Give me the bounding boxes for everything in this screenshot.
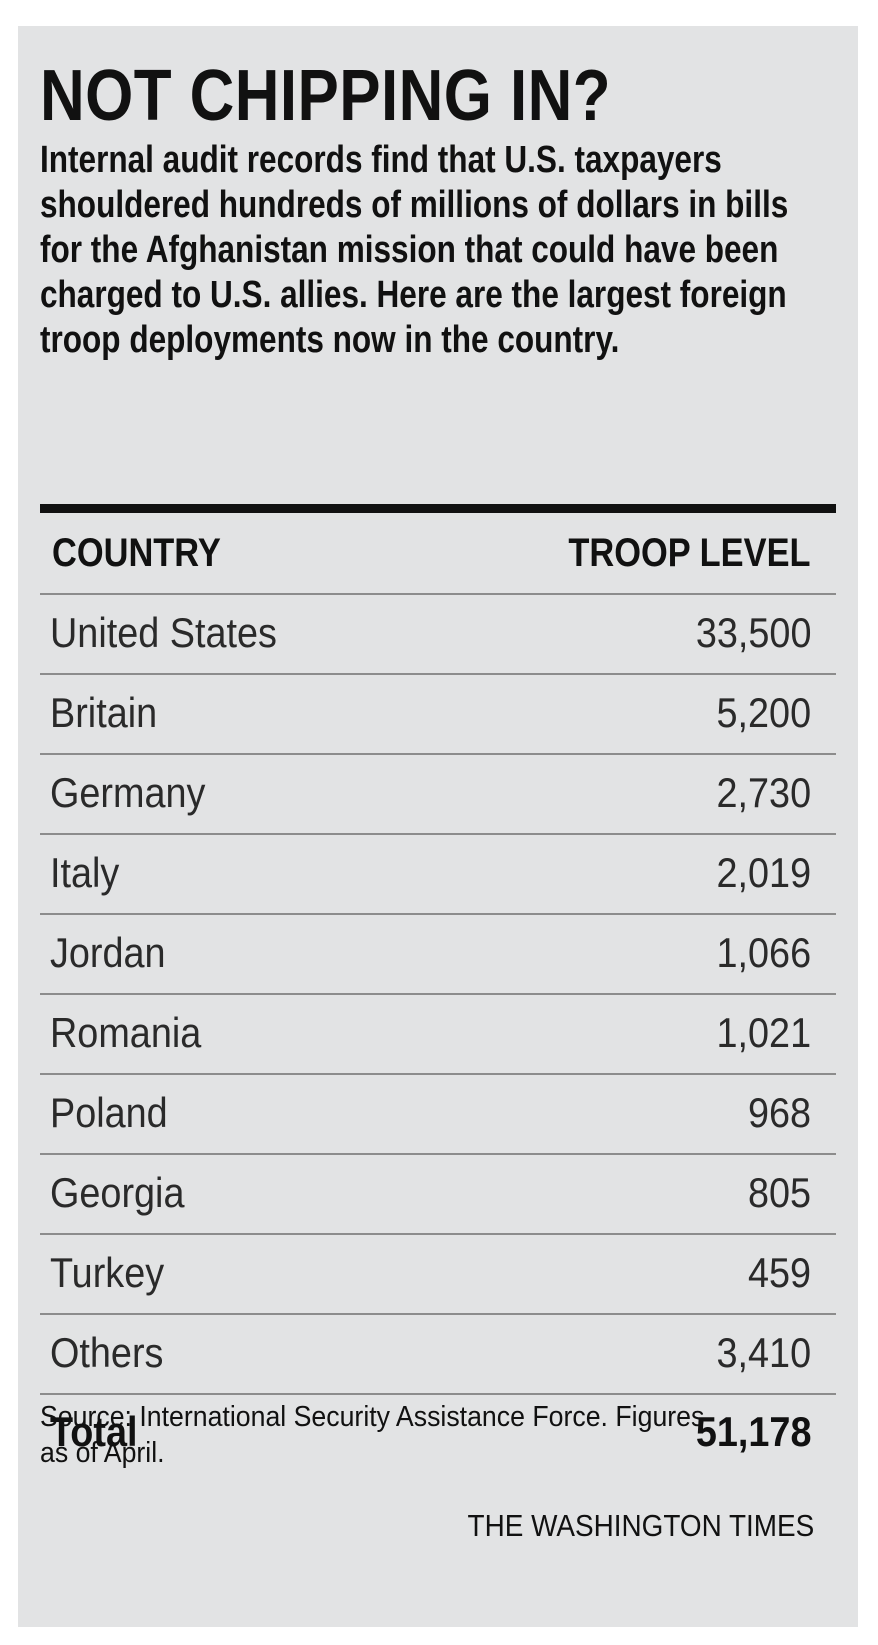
- troop-level-cell: 1,066: [716, 929, 811, 976]
- table-row: Britain 5,200: [40, 675, 836, 755]
- country-cell: Britain: [50, 689, 158, 736]
- total-value: 51,178: [695, 1408, 811, 1455]
- troop-level-cell: 1,021: [716, 1009, 811, 1056]
- header-rule: [40, 504, 836, 513]
- table-header-row: COUNTRY TROOP LEVEL: [40, 513, 836, 595]
- table-row: Italy 2,019: [40, 835, 836, 915]
- column-header-country: COUNTRY: [52, 531, 221, 575]
- country-cell: Georgia: [50, 1169, 185, 1216]
- troop-level-cell: 968: [747, 1089, 811, 1136]
- troop-level-cell: 3,410: [716, 1329, 811, 1376]
- country-cell: Poland: [50, 1089, 168, 1136]
- table-row: Others 3,410: [40, 1315, 836, 1395]
- page-subtitle: Internal audit records find that U.S. ta…: [40, 139, 789, 361]
- table-row: United States 33,500: [40, 595, 836, 675]
- country-cell: Others: [50, 1329, 164, 1376]
- country-cell: United States: [50, 609, 277, 656]
- source-note: Source: International Security Assistanc…: [40, 1401, 705, 1469]
- publisher-credit: THE WASHINGTON TIMES: [467, 1508, 814, 1543]
- table-row: Turkey 459: [40, 1235, 836, 1315]
- table-row: Poland 968: [40, 1075, 836, 1155]
- country-cell: Italy: [50, 849, 120, 896]
- table-row: Jordan 1,066: [40, 915, 836, 995]
- troop-level-cell: 5,200: [716, 689, 811, 736]
- column-header-troop-level: TROOP LEVEL: [568, 531, 811, 575]
- country-cell: Turkey: [50, 1249, 165, 1296]
- country-cell: Jordan: [50, 929, 166, 976]
- troop-table: COUNTRY TROOP LEVEL United States 33,500…: [40, 513, 836, 1461]
- total-row: Total 51,178: [40, 1395, 836, 1461]
- troop-level-cell: 2,730: [716, 769, 811, 816]
- country-cell: Romania: [50, 1009, 202, 1056]
- troop-level-cell: 33,500: [695, 609, 811, 656]
- total-label: Total: [50, 1408, 138, 1455]
- graphic-panel: NOT CHIPPING IN? Internal audit records …: [18, 26, 858, 1627]
- troop-level-cell: 459: [747, 1249, 811, 1296]
- table-row: Georgia 805: [40, 1155, 836, 1235]
- troop-level-cell: 2,019: [716, 849, 811, 896]
- page-title: NOT CHIPPING IN?: [40, 56, 612, 136]
- table-row: Romania 1,021: [40, 995, 836, 1075]
- troop-level-cell: 805: [747, 1169, 811, 1216]
- table-row: Germany 2,730: [40, 755, 836, 835]
- country-cell: Germany: [50, 769, 206, 816]
